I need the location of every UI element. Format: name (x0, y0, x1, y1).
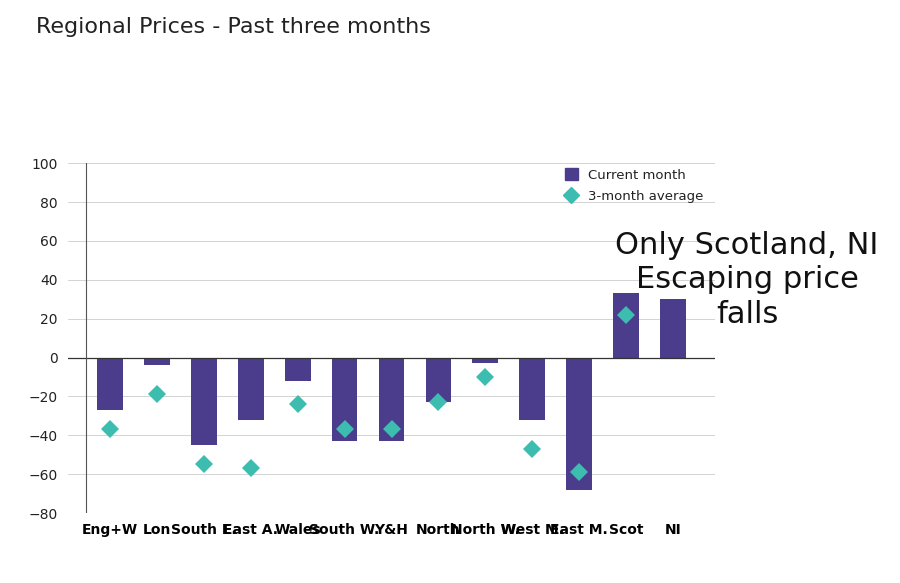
Bar (472, 357, 499, 363)
Legend: Current month, 3-month average: Current month, 3-month average (559, 163, 709, 208)
Bar (613, 293, 639, 357)
Text: Regional Breakdown - Prices - Last 3 Months: Regional Breakdown - Prices - Last 3 Mon… (190, 137, 541, 152)
Bar (379, 357, 404, 441)
Bar (144, 357, 170, 366)
Text: Only Scotland, NI
Escaping price
falls: Only Scotland, NI Escaping price falls (616, 231, 878, 329)
Bar (519, 357, 545, 420)
Bar (97, 357, 122, 410)
Bar (191, 357, 217, 445)
Bar (566, 357, 592, 490)
Text: Regional Prices - Past three months: Regional Prices - Past three months (36, 17, 431, 37)
Text: Net balance, %, SA: Net balance, %, SA (77, 138, 203, 151)
Bar (238, 357, 264, 420)
Bar (426, 357, 451, 402)
Bar (332, 357, 357, 441)
Bar (661, 299, 686, 357)
Bar (284, 357, 310, 381)
